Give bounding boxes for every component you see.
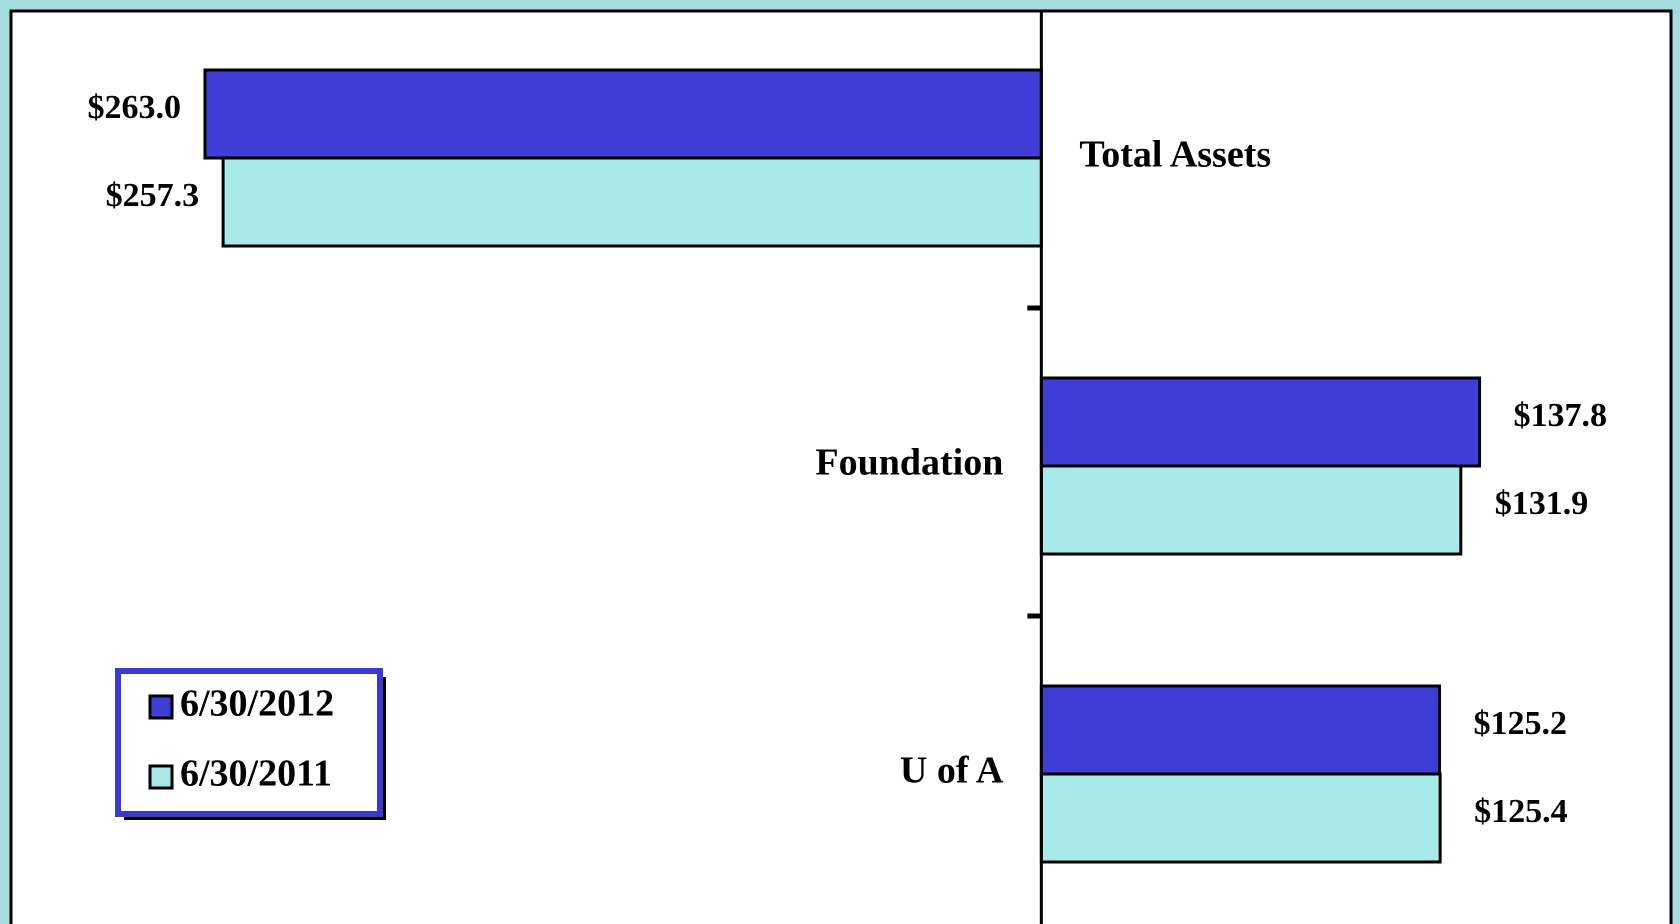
bar [203, 68, 1043, 160]
category-label: U of A [900, 750, 1004, 792]
data-label: $137.8 [1514, 397, 1608, 434]
category-label: Foundation [815, 442, 1003, 484]
data-label: $125.2 [1473, 705, 1567, 742]
category-label: Total Assets [1079, 134, 1271, 176]
data-label: $131.9 [1495, 485, 1589, 522]
bar [221, 156, 1043, 248]
bar [1039, 376, 1482, 468]
bar [1039, 684, 1441, 776]
legend-label: 6/30/2011 [180, 753, 332, 795]
legend-swatch [148, 764, 174, 790]
legend-label: 6/30/2012 [180, 683, 334, 725]
data-label: $257.3 [106, 177, 200, 214]
data-label: $263.0 [87, 89, 181, 126]
bar [1039, 464, 1463, 556]
bar [1039, 772, 1442, 864]
legend-swatch [148, 694, 174, 720]
data-label: $125.4 [1474, 793, 1568, 830]
